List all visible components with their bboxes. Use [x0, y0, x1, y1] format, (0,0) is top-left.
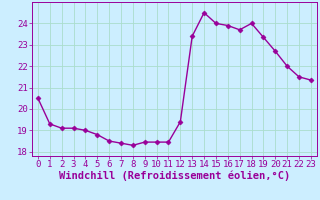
X-axis label: Windchill (Refroidissement éolien,°C): Windchill (Refroidissement éolien,°C) — [59, 171, 290, 181]
